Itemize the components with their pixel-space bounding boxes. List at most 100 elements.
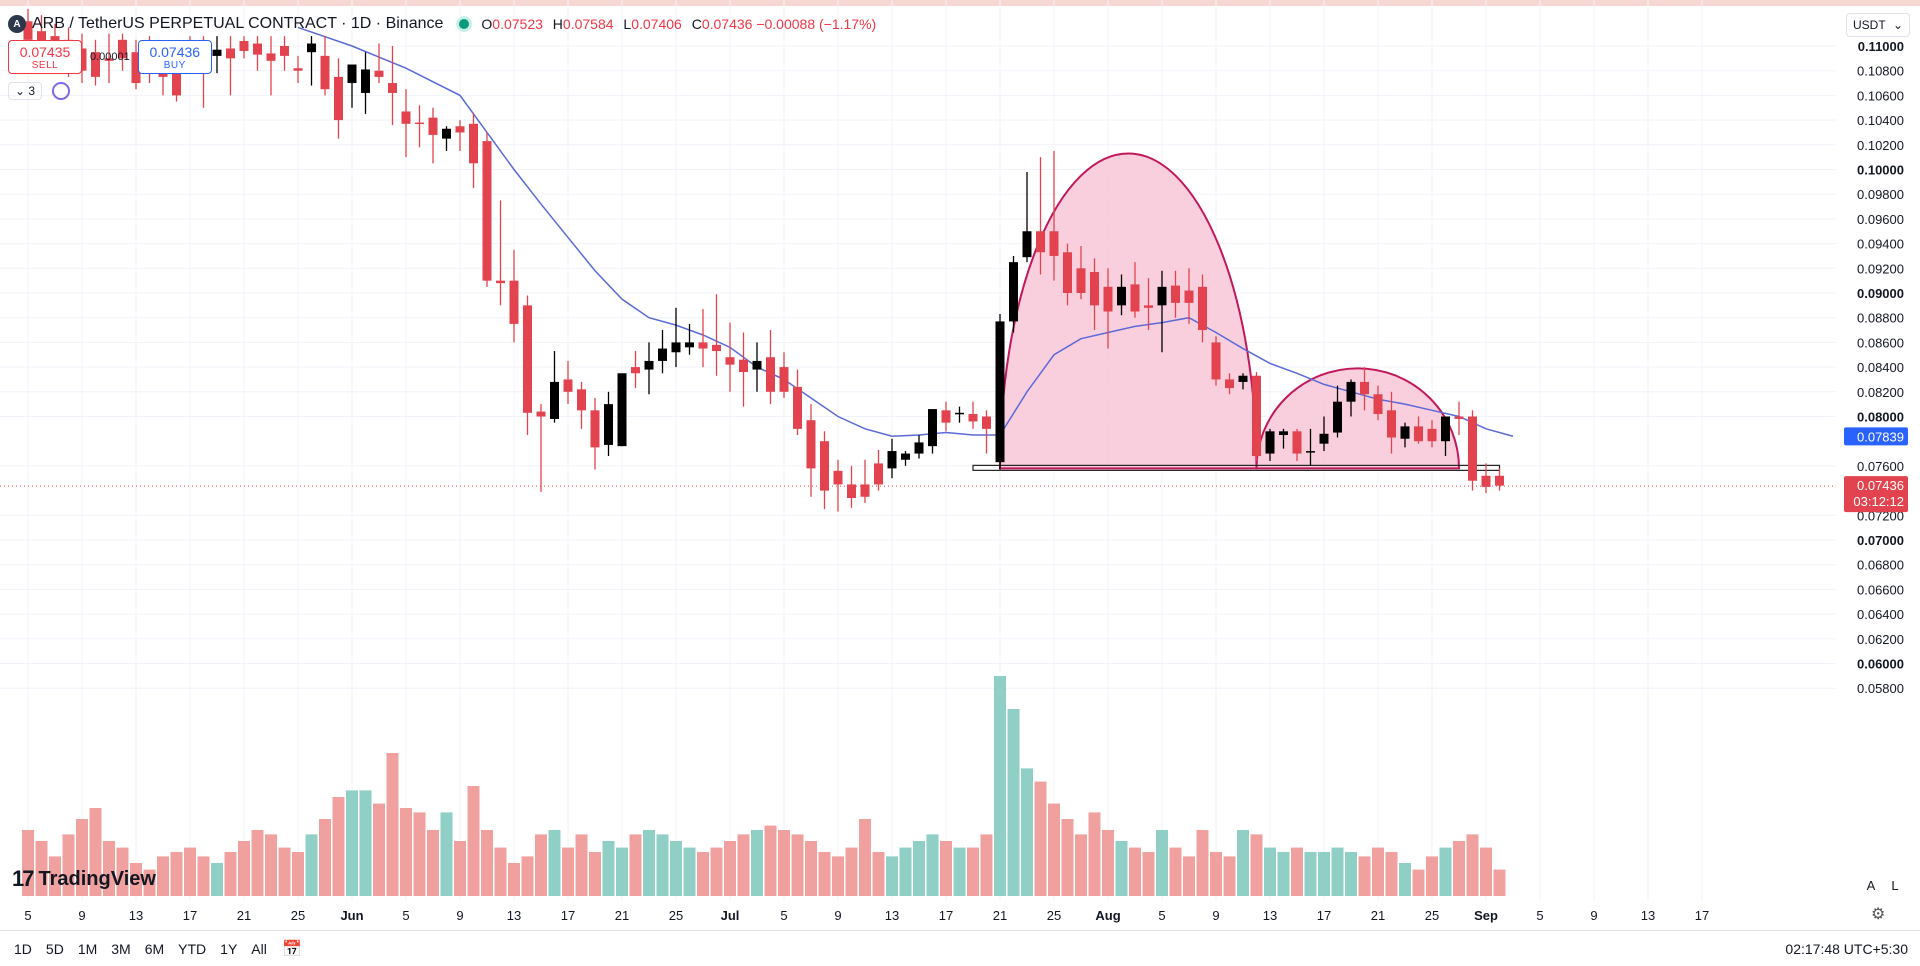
- candle-body: [482, 141, 492, 281]
- candle-body: [1454, 416, 1464, 419]
- time-tick-label: 17: [183, 908, 197, 923]
- candle: [604, 391, 613, 457]
- volume-bar: [1061, 819, 1074, 896]
- candle-body: [1360, 381, 1369, 395]
- candle-body: [334, 76, 343, 121]
- candle-body: [1414, 426, 1423, 442]
- candle: [374, 43, 384, 84]
- candle: [1022, 171, 1032, 263]
- time-tick-label: Sep: [1474, 908, 1498, 923]
- indicator-toggle-button[interactable]: ⌄ 3: [8, 82, 43, 100]
- price-chart[interactable]: 0.11000 0.10800 0.10600 0.10400 0.10200 0.100…: [0, 0, 1920, 930]
- candle-body: [347, 64, 357, 84]
- volume-bar: [1304, 852, 1317, 896]
- calendar-icon[interactable]: 📅: [282, 941, 302, 958]
- volume-bar: [1372, 847, 1384, 896]
- candle-body: [1238, 375, 1248, 382]
- candle: [577, 381, 586, 429]
- buy-button[interactable]: 0.07436 BUY: [137, 40, 212, 74]
- candle: [280, 36, 289, 71]
- logo-mark: 17: [12, 866, 35, 891]
- range-ytd[interactable]: YTD: [178, 941, 207, 957]
- volume-bar: [1142, 852, 1155, 896]
- time-tick-label: 9: [834, 908, 841, 923]
- price-tick-label: 0.10600: [1857, 88, 1904, 103]
- time-tick-label: Jun: [340, 908, 363, 923]
- candle-body: [1252, 375, 1261, 457]
- sync-icon[interactable]: [52, 82, 71, 100]
- clock-readout[interactable]: 02:17:48 UTC+5:30: [1785, 941, 1908, 957]
- candle-body: [1049, 231, 1059, 256]
- candle-body: [1279, 431, 1288, 436]
- volume-bar: [265, 834, 277, 896]
- candle: [307, 36, 316, 86]
- candle: [1360, 367, 1369, 411]
- volume-bar: [980, 834, 993, 896]
- price-tick-label: 0.11000: [1858, 39, 1904, 54]
- volume-bar: [953, 847, 966, 896]
- candle-body: [1090, 272, 1099, 306]
- candle-body: [563, 379, 573, 392]
- candle-body: [1171, 285, 1180, 303]
- volume-bar: [143, 869, 156, 896]
- range-6m[interactable]: 6M: [144, 941, 165, 957]
- indicator-row: ⌄ 3: [8, 82, 71, 100]
- volume-bar: [562, 847, 574, 896]
- range-1d[interactable]: 1D: [14, 941, 32, 957]
- log-scale-button[interactable]: L: [1884, 874, 1906, 896]
- volume-bar: [89, 808, 102, 896]
- time-tick-label: 13: [1641, 908, 1655, 923]
- volume-bar: [184, 847, 196, 896]
- candle: [658, 330, 667, 374]
- candle-body: [1103, 286, 1113, 312]
- price-tick-label: 0.09200: [1857, 261, 1904, 276]
- time-tick-label: 17: [561, 908, 575, 923]
- volume-bars: [22, 676, 1506, 896]
- volume-bar: [805, 841, 817, 896]
- logo-text: TradingView: [38, 867, 156, 890]
- countdown-label: 03:12:12: [1853, 494, 1904, 509]
- volume-bar: [751, 830, 763, 896]
- candle: [77, 33, 87, 84]
- time-tick-label: 13: [885, 908, 899, 923]
- range-1y[interactable]: 1Y: [220, 941, 238, 957]
- range-all[interactable]: All: [251, 941, 267, 957]
- candle: [428, 107, 438, 164]
- candle-body: [37, 31, 46, 46]
- volume-bar: [1183, 856, 1195, 896]
- candle: [698, 309, 708, 368]
- volume-bar: [1223, 856, 1236, 896]
- price-tick-label: 0.10000: [1857, 163, 1904, 178]
- price-tick-label: 0.06400: [1857, 607, 1904, 622]
- volume-bar: [1250, 834, 1263, 896]
- volume-bar: [22, 830, 34, 896]
- candle: [482, 132, 492, 287]
- range-3m[interactable]: 3M: [111, 941, 131, 957]
- range-5d[interactable]: 5D: [45, 941, 64, 957]
- volume-bar: [494, 847, 507, 896]
- candle-body: [793, 386, 802, 429]
- candle: [820, 431, 829, 510]
- volume-bar: [656, 834, 669, 896]
- gear-icon[interactable]: ⚙: [1871, 906, 1886, 923]
- sell-button[interactable]: 0.07435 SELL: [8, 40, 82, 74]
- volume-bar: [332, 797, 345, 896]
- candle: [104, 33, 114, 84]
- tradingview-logo[interactable]: 17 TradingView: [12, 866, 156, 892]
- price-tick-label: 0.09600: [1857, 212, 1904, 227]
- candle-body: [428, 117, 438, 135]
- candle: [1454, 401, 1464, 436]
- volume-bar: [440, 812, 453, 896]
- price-tick-label: 0.10400: [1857, 113, 1904, 128]
- volume-bar: [1412, 869, 1425, 896]
- candle: [1252, 372, 1261, 461]
- currency-dropdown[interactable]: USDT ⌄: [1846, 13, 1910, 37]
- symbol-title[interactable]: ARB / TetherUS PERPETUAL CONTRACT · 1D ·…: [32, 15, 444, 32]
- auto-scale-button[interactable]: A: [1860, 874, 1882, 896]
- time-tick-label: 9: [78, 908, 85, 923]
- candle-body: [293, 68, 303, 71]
- time-tick-label: 25: [291, 908, 305, 923]
- range-1m[interactable]: 1M: [77, 941, 98, 957]
- candle: [1238, 373, 1248, 390]
- volume-bar: [224, 852, 237, 896]
